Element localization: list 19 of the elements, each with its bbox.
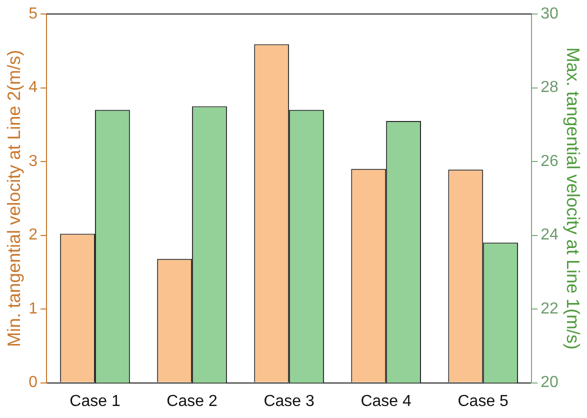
y-tick-label: 5	[28, 5, 38, 22]
y-axis-title: Min. tangential velocity at Line 2(m/s)	[4, 50, 24, 347]
y-tick-label: 1	[28, 300, 38, 318]
y-tick-label: 4	[28, 79, 38, 96]
y2-tick-label: 30	[540, 5, 558, 22]
x-tick-label: Case 1	[70, 392, 120, 410]
x-tick-label: Case 2	[166, 392, 218, 410]
y2-tick-label: 24	[540, 226, 558, 244]
y2-tick-label: 28	[540, 79, 558, 96]
y-tick-label: 3	[28, 152, 38, 170]
y2-axis-title: Max. tangential velocity at Line 1(m/s)	[563, 47, 584, 350]
x-tick-label: Case 3	[264, 392, 314, 410]
x-tick-label: Case 4	[360, 392, 412, 410]
y-tick-label: 2	[28, 226, 38, 244]
y2-tick-label: 26	[540, 152, 558, 170]
x-tick-label: Case 5	[458, 392, 509, 410]
y-tick-label: 0	[28, 374, 38, 392]
y2-tick-label: 20	[540, 374, 558, 392]
y2-tick-label: 22	[540, 300, 558, 318]
